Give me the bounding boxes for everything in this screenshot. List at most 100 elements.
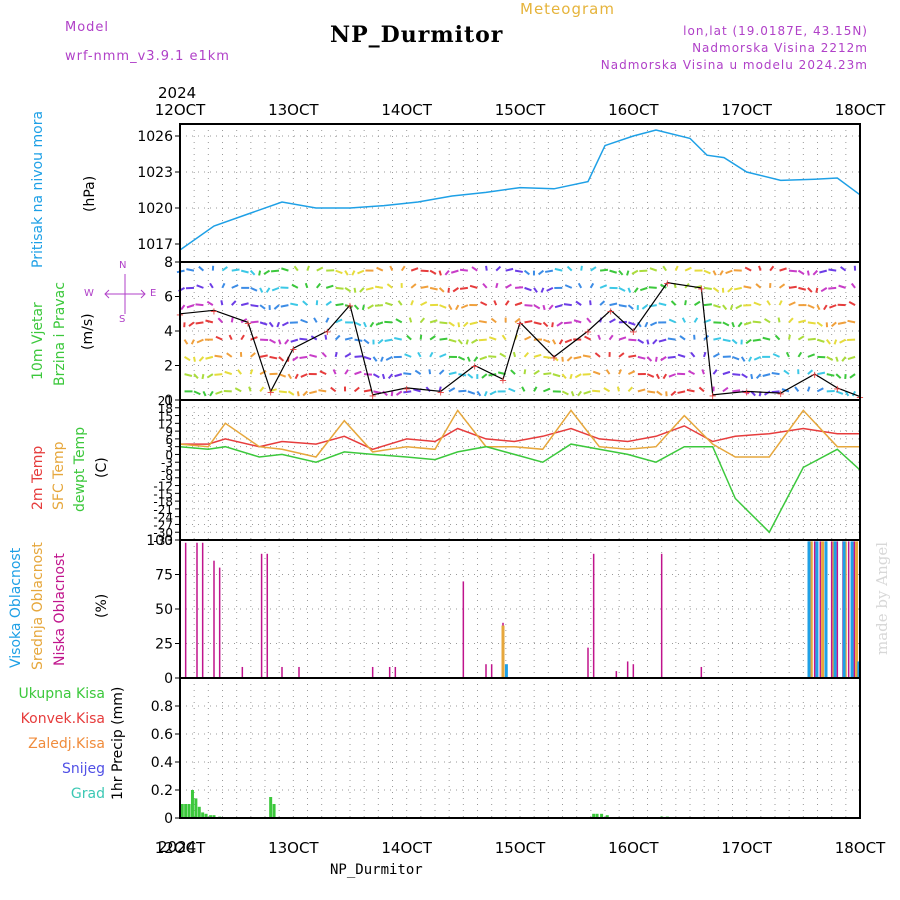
wind-arrow [850,282,856,289]
wind-arrow [627,287,632,293]
wind-arrow [807,353,816,358]
page-title: NP_Durmitor [330,22,504,48]
compass-n: N [119,260,127,271]
ytick-label: -3 [161,456,173,470]
wind-arrow [830,321,837,328]
wind-arrow [703,269,711,275]
wind-arrow [469,321,478,326]
wind-arrow [448,371,457,376]
wind-arrow [744,266,752,272]
precip-bar [190,790,194,818]
wind-arrow [543,387,551,393]
wind-arrow [594,352,601,358]
wind-arrow [835,390,844,395]
cloud-bar [201,542,204,678]
wind-arrow [195,321,204,325]
cloud-bar [836,541,839,678]
precip-bar [180,804,184,818]
wind-arrow [644,321,649,328]
wind-arrow [363,355,372,361]
wind-arrow [554,267,563,272]
wind-arrow [414,369,422,375]
cloud-bar [819,541,822,678]
wind-arrow [471,338,478,344]
wind-arrow [384,301,393,307]
wind-arrow [844,390,850,397]
wind-arrow [521,386,526,392]
precip-bar [201,812,205,818]
cloud-bar [700,666,703,678]
wind-arrow [722,386,729,393]
wind-arrow [569,373,573,380]
wind-arrow [533,321,542,326]
wind-arrow [733,286,742,291]
wind-arrow [533,287,538,293]
wind-arrow [353,386,360,393]
wind-gust-marker: + [210,306,218,317]
cloud-bar [281,666,283,678]
wind-arrow [807,287,813,293]
wind-gust-marker: + [697,284,705,295]
wind-arrow [410,267,419,272]
wind-arrow [752,338,761,342]
wind-gust-marker: + [833,384,841,395]
ytick-label: 1026 [137,129,173,145]
wind-arrow [603,387,611,393]
wind-arrow [679,335,686,341]
wind-arrow [351,270,356,276]
wind-arrow [524,335,532,341]
wind-arrow [325,300,332,306]
wind-arrow [438,270,442,276]
wind-gust-marker: + [323,327,331,338]
wind-arrow [466,356,471,362]
wind-arrow [479,355,488,361]
wind-arrow [428,369,432,375]
wind-arrow [316,266,324,272]
wind-arrow [395,318,403,324]
wind-arrow [597,334,602,340]
wind-arrow [302,300,308,306]
wind-arrow [460,304,469,309]
wind-arrow [806,270,810,276]
wind-unit: (m/s) [80,313,96,350]
wind-arrow [309,390,317,395]
wind-arrow [649,267,658,272]
wind-gust-marker: + [346,301,354,312]
wind-arrow [783,369,790,375]
wind-arrow [276,322,280,328]
wind-arrow [698,386,705,393]
wind-arrow [807,369,814,375]
wind-arrow [788,317,794,324]
wind-arrow [201,373,205,380]
wind-arrow [278,390,287,394]
wind-arrow [637,388,646,393]
wind-arrow [363,321,367,328]
wind-arrow [335,303,344,307]
wind-arrow [458,389,467,393]
wind-arrow [384,338,393,343]
ytick-label: -12 [153,480,173,494]
wind-arrow [344,369,349,375]
wind-arrow [670,300,677,306]
wind-arrow [183,339,189,345]
wind-arrow [420,301,428,307]
wind-arrow [639,269,648,273]
temp-label-dew: dewpt Temp [72,426,88,512]
xtick-label-bottom: 17OCT [721,839,772,857]
ytick-label: 75 [155,568,173,584]
compass-w: W [84,288,94,299]
wind-arrow [465,339,469,345]
wind-arrow [577,282,583,289]
precip-label-grad: Grad [70,786,105,802]
wind-arrow [652,338,658,345]
wind-arrow [334,351,338,358]
wind-arrow [741,373,748,379]
wind-arrow [489,390,497,396]
ytick-label: 0 [164,811,173,827]
wind-arrow [566,356,573,362]
cloud-bar [813,541,816,678]
wind-arrow [807,321,816,325]
wind-arrow [684,300,687,306]
wind-arrow [608,334,614,341]
wind-arrow [410,283,417,289]
